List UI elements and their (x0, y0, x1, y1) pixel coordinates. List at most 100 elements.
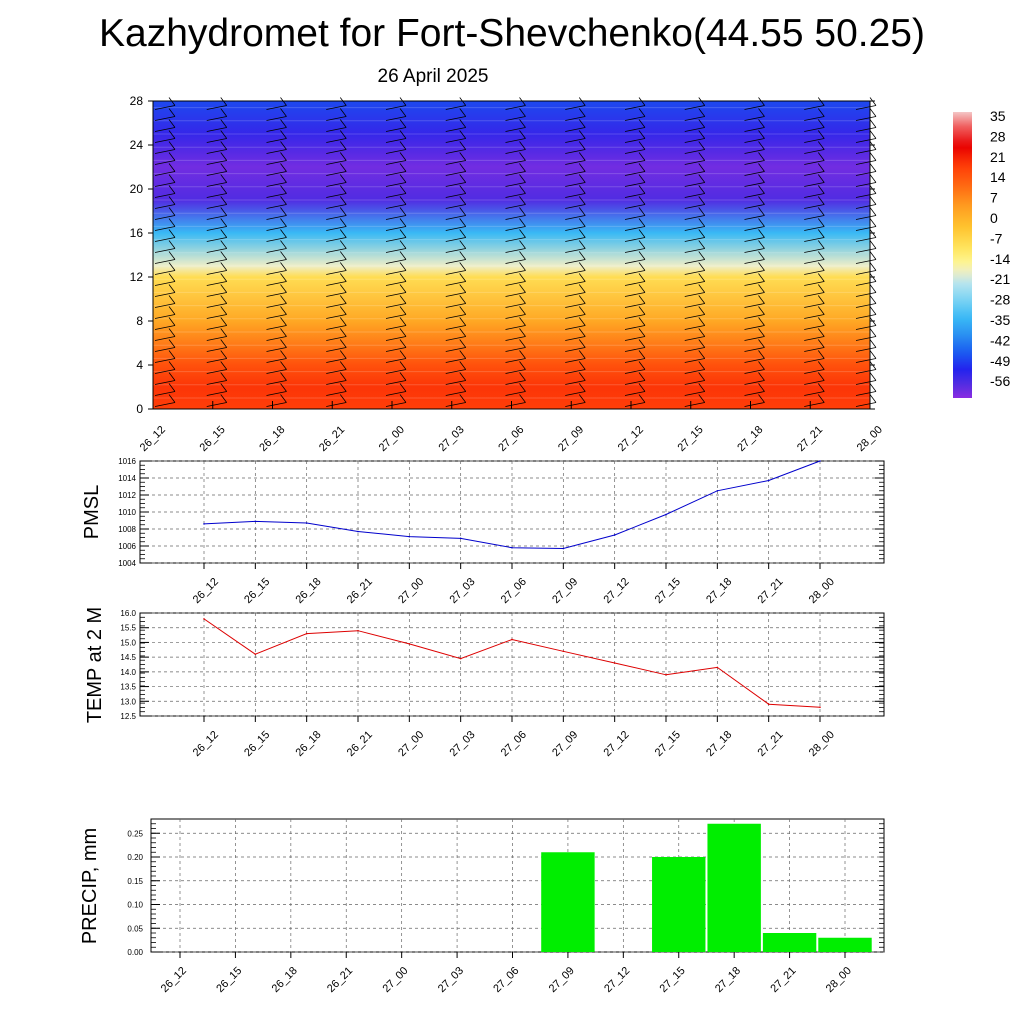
wind-barb-shaft (804, 116, 825, 121)
wind-barb (565, 361, 586, 374)
wind-barb-shaft (206, 248, 227, 253)
wind-barb-flag (869, 251, 877, 260)
wind-barb-shaft (565, 226, 586, 231)
wind-barb-flag (339, 339, 347, 348)
wind-barb-shaft (154, 138, 176, 143)
wind-barb-shaft (684, 402, 705, 407)
wind-barb-flag (638, 394, 646, 403)
wind-barb-flag (817, 251, 825, 260)
wind-barb (385, 196, 407, 209)
wind-barb-flag (758, 306, 765, 315)
y-tick-label: 12.5 (120, 712, 136, 721)
wind-barb-shaft (624, 391, 646, 396)
wind-barb-shaft (505, 281, 526, 286)
wind-barb-shaft (326, 105, 347, 110)
wind-barb (855, 339, 877, 352)
wind-barb-shaft (684, 105, 705, 110)
wind-barb-flag (519, 372, 526, 381)
wind-barb-shaft (445, 314, 466, 319)
wind-barb-flag (869, 328, 877, 337)
wind-barb (684, 273, 706, 286)
wind-barb-shaft (266, 358, 287, 363)
wind-barb-shaft (855, 347, 877, 352)
wind-barb (206, 284, 228, 297)
wind-barb (206, 339, 228, 352)
colorbar-strip (953, 112, 972, 398)
wind-barb (206, 273, 228, 286)
wind-barb (624, 174, 646, 187)
wind-barb (206, 295, 228, 308)
wind-barb-shaft (804, 204, 825, 209)
wind-barb-shaft (154, 391, 176, 396)
wind-barb-shaft (154, 237, 176, 242)
wind-barb (385, 229, 407, 242)
wind-barb (154, 163, 176, 176)
wind-barb (565, 163, 586, 176)
wind-barb-shaft (266, 127, 287, 132)
wind-barb-shaft (855, 182, 877, 187)
wind-barb (266, 163, 287, 176)
wind-barb-flag (698, 141, 706, 150)
wind-barb-flag (280, 273, 287, 282)
wind-barb-shaft (385, 325, 407, 330)
wind-barb (154, 273, 176, 286)
wind-barb (326, 229, 347, 242)
wind-barb-shaft (505, 325, 526, 330)
precip-plot: 0.00 0.05 0.10 0.15 0.20 0.25 26_12 26_15 26_18 2… (79, 818, 885, 995)
wind-barb-shaft (684, 149, 705, 154)
wind-barb-flag (519, 229, 526, 238)
wind-barb-shaft (855, 380, 877, 385)
wind-barb-shaft (505, 160, 526, 165)
wind-barb-shaft (804, 292, 825, 297)
wind-barb-flag (758, 119, 765, 128)
wind-barb-shaft (385, 259, 407, 264)
wind-barb-shaft (154, 292, 176, 297)
wind-barb-shaft (445, 116, 466, 121)
wind-barb-flag (698, 130, 706, 139)
wind-barb (326, 295, 347, 308)
wind-barb-flag (168, 284, 176, 293)
wind-barb-shaft (326, 182, 347, 187)
wind-barb-flag (339, 130, 347, 139)
wind-barb-flag (459, 229, 467, 238)
wind-barb (206, 240, 228, 253)
wind-barb-flag (758, 240, 765, 249)
wind-barb (804, 130, 825, 143)
wind-barb (266, 284, 287, 297)
wind-barb-shaft (684, 116, 705, 121)
wind-barb (855, 350, 877, 363)
wind-barb (326, 350, 347, 363)
x-tick-label: 28_00 (807, 729, 837, 759)
wind-barb (684, 229, 706, 242)
wind-barb-shaft (445, 171, 466, 176)
wind-barb (744, 141, 765, 154)
wind-barb-shaft (565, 369, 586, 374)
data-point (819, 706, 821, 708)
wind-barb-shaft (855, 116, 877, 121)
wind-barb (855, 240, 877, 253)
wind-barb (154, 185, 176, 198)
y-axis-label: PRECIP, mm (79, 828, 101, 944)
wind-barb (744, 196, 765, 209)
wind-barb (266, 262, 287, 275)
wind-barb-flag (168, 262, 176, 271)
data-point (305, 522, 308, 524)
wind-barb-shaft (445, 204, 466, 209)
wind-barb-flag (459, 119, 467, 128)
precip-bar (707, 823, 761, 952)
wind-barb-flag (459, 295, 467, 304)
wind-barb-flag (578, 394, 586, 403)
data-point (357, 629, 359, 632)
wind-barb-shaft (445, 226, 466, 231)
wind-barb-shaft (804, 314, 825, 319)
wind-barb-flag (869, 240, 877, 249)
wind-barb (266, 350, 287, 363)
wind-barb-shaft (385, 193, 407, 198)
wind-barb (804, 317, 825, 330)
wind-barb (445, 108, 467, 121)
wind-barb (804, 141, 825, 154)
wind-barb-flag (339, 383, 347, 392)
wind-barb-shaft (385, 314, 407, 319)
data-point (716, 666, 719, 669)
wind-barb-shaft (154, 204, 176, 209)
